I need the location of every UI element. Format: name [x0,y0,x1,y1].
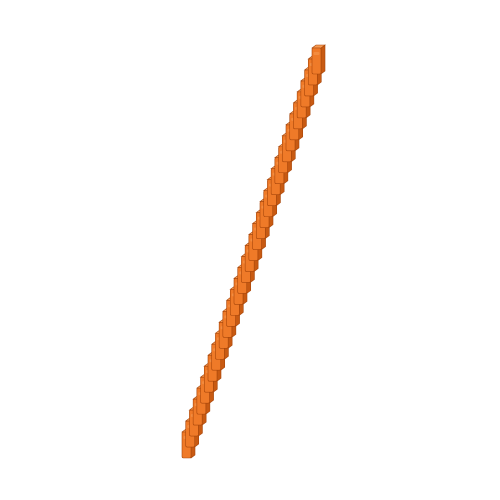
brick-stack [181,44,326,459]
brick [311,44,326,75]
brick-side [320,44,326,75]
brick-notch [313,52,320,55]
brick-face [311,47,322,75]
